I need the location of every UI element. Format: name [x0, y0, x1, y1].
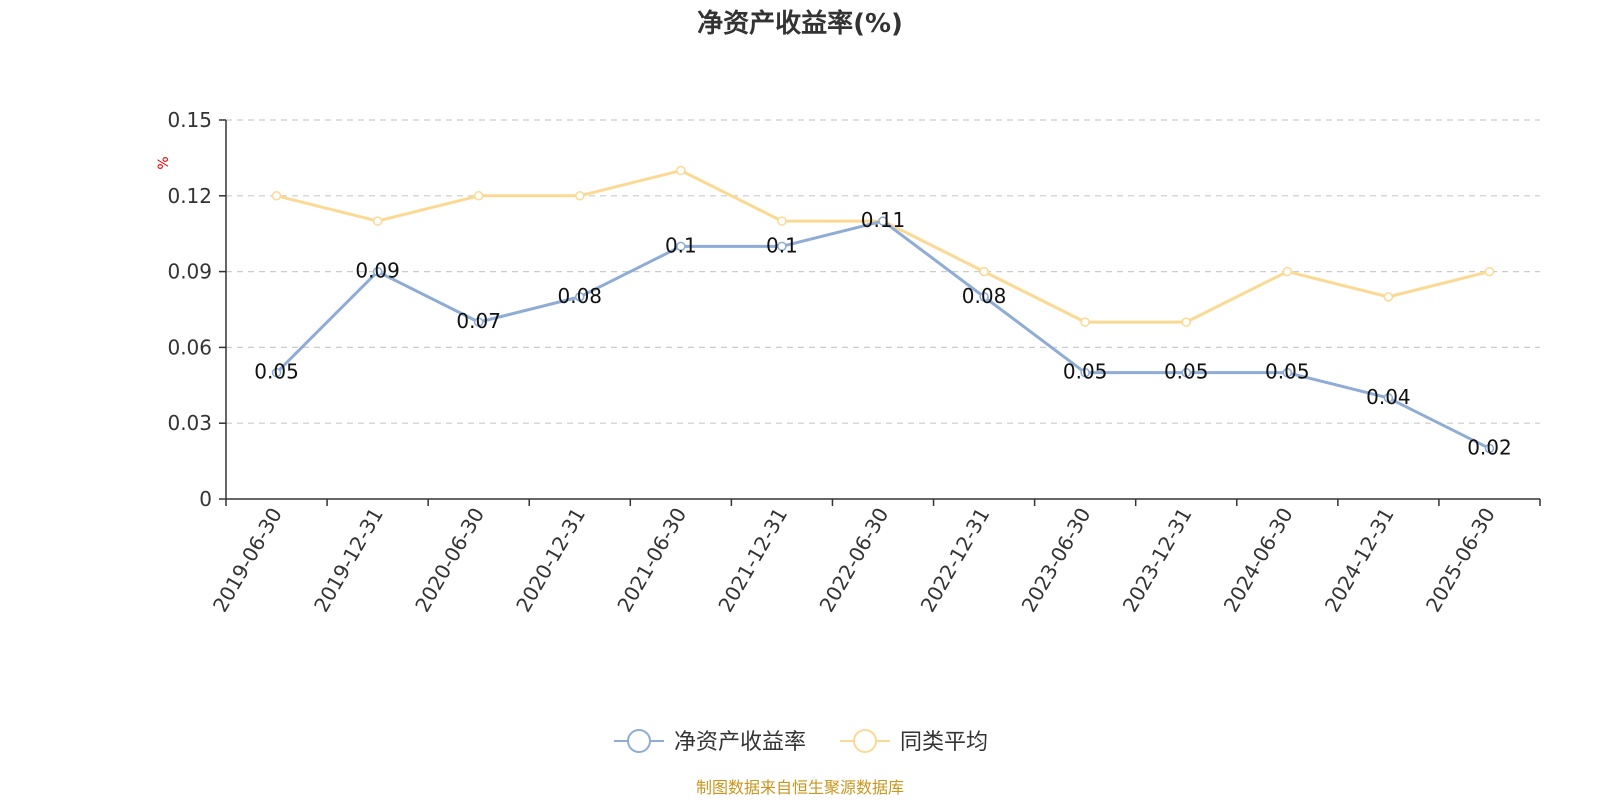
data-label: 0.11 — [861, 208, 906, 232]
y-tick-label: 0.03 — [167, 411, 212, 435]
y-tick-label: 0.06 — [167, 335, 212, 359]
data-point — [1282, 367, 1293, 378]
data-point — [1383, 292, 1394, 302]
y-tick-label: 0.12 — [167, 184, 212, 208]
x-tick-label: 2024-06-30 — [1219, 504, 1298, 617]
data-label: 0.05 — [1265, 360, 1310, 384]
data-point — [473, 191, 484, 201]
data-label: 0.07 — [456, 309, 501, 333]
data-label: 0.08 — [558, 284, 603, 308]
y-tick-label: 0.15 — [167, 108, 212, 132]
data-label: 0.02 — [1467, 435, 1512, 459]
x-tick-label: 2022-06-30 — [814, 504, 893, 617]
legend-label-1: 同类平均 — [900, 730, 988, 755]
x-tick-label: 2024-12-31 — [1320, 504, 1399, 617]
chart-title: 净资产收益率(%) — [697, 8, 903, 39]
y-tick-label: 0.09 — [167, 260, 212, 284]
data-label: 0.1 — [665, 233, 697, 257]
data-point — [1484, 266, 1495, 277]
x-tick-label: 2025-06-30 — [1421, 504, 1500, 617]
y-tick-label: 0 — [199, 487, 212, 511]
x-tick-label: 2022-12-31 — [916, 504, 995, 617]
legend: 净资产收益率 同类平均 — [614, 729, 988, 755]
series-line-1 — [276, 169, 1490, 324]
data-label: 0.09 — [355, 259, 400, 283]
x-tick-label: 2021-12-31 — [713, 504, 792, 617]
legend-marker-0 — [627, 729, 651, 753]
data-point — [1383, 393, 1394, 403]
series-line-0 — [275, 219, 1491, 450]
data-label: 0.05 — [1063, 360, 1108, 384]
data-label: 0.05 — [1164, 360, 1209, 384]
x-tick-label: 2023-12-31 — [1118, 504, 1197, 617]
series-lines — [271, 165, 1495, 454]
data-point — [575, 292, 585, 302]
x-tick-label: 2020-06-30 — [410, 504, 489, 617]
data-point — [271, 367, 282, 378]
data-label: 0.04 — [1366, 385, 1411, 409]
data-point — [979, 266, 989, 277]
data-point — [1484, 443, 1495, 454]
x-tick-label: 2021-06-30 — [612, 504, 691, 617]
x-tick-label: 2019-06-30 — [208, 504, 287, 617]
x-tick-label: 2020-12-31 — [511, 504, 590, 617]
data-point — [1080, 367, 1090, 378]
grid-lines — [226, 119, 1540, 424]
data-point — [676, 241, 686, 252]
data-point — [372, 216, 383, 226]
data-point — [777, 241, 787, 252]
data-point — [473, 317, 484, 327]
data-label: 0.05 — [254, 360, 299, 384]
legend-label-0: 净资产收益率 — [674, 730, 806, 755]
y-axis-unit: % — [156, 156, 172, 169]
data-point — [979, 292, 989, 302]
x-tick-label: 2023-06-30 — [1017, 504, 1096, 617]
axes: 0 0.03 0.06 0.09 0.12 0.15 2019-06-30 2019-12-3… — [167, 108, 1541, 617]
data-labels: 0.05 0.09 0.07 0.08 0.1 0.1 0.11 0.08 0.05 0.05 0.… — [254, 208, 1511, 459]
source-note: 制图数据来自恒生聚源数据库 — [696, 778, 904, 797]
data-point — [372, 266, 383, 277]
legend-marker-1 — [853, 729, 877, 753]
data-point — [777, 216, 787, 226]
data-point — [1080, 317, 1090, 327]
data-point — [271, 191, 282, 201]
data-point — [1181, 367, 1191, 378]
data-label: 0.08 — [962, 284, 1007, 308]
data-point — [575, 191, 585, 201]
data-label: 0.1 — [766, 233, 798, 257]
data-point — [1181, 317, 1191, 327]
data-point — [676, 165, 686, 176]
x-tick-label: 2019-12-31 — [309, 504, 388, 617]
data-point — [1282, 266, 1293, 277]
data-point — [878, 216, 888, 226]
